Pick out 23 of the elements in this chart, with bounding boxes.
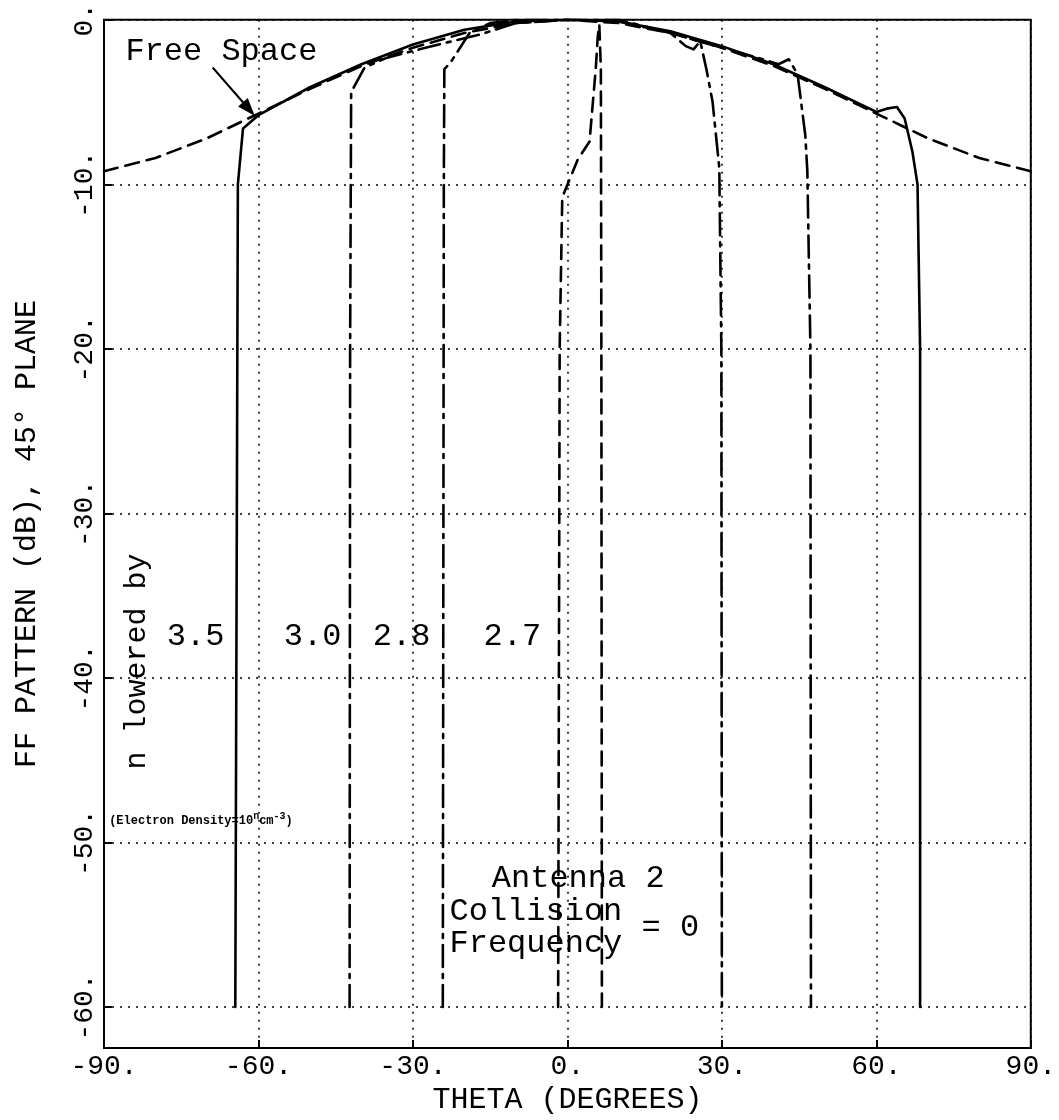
series-label: 2.8 xyxy=(372,618,431,656)
series-label: 3.0 xyxy=(283,618,342,656)
y-tick-label: 0. xyxy=(68,3,100,37)
series-label: Free Space xyxy=(125,32,318,70)
x-tick-label: 30. xyxy=(696,1050,748,1082)
x-tick-label: 0. xyxy=(550,1050,585,1082)
y-axis-title: FF PATTERN (dB), 45° PLANE xyxy=(10,299,44,768)
y-tick-label: -10. xyxy=(68,150,100,218)
x-tick-label: -60. xyxy=(224,1050,293,1082)
x-tick-label: -90. xyxy=(70,1050,138,1082)
y-tick-label: -20. xyxy=(68,315,100,383)
series-label: 2.7 xyxy=(483,618,542,656)
annotation: Antenna 2 xyxy=(491,860,665,898)
y-tick-label: -30. xyxy=(68,479,100,547)
x-tick-label: -30. xyxy=(379,1050,447,1082)
y-tick-label: -60. xyxy=(68,973,100,1041)
series-label: 3.5 xyxy=(166,618,225,656)
x-axis-title: THETA (DEGREES) xyxy=(432,1083,703,1117)
y-tick-label: -40. xyxy=(68,644,100,712)
x-tick-label: 90. xyxy=(1005,1050,1057,1082)
x-tick-label: 60. xyxy=(851,1050,902,1082)
annotation: n lowered by xyxy=(120,553,155,770)
y-tick-label: -50. xyxy=(68,808,100,877)
